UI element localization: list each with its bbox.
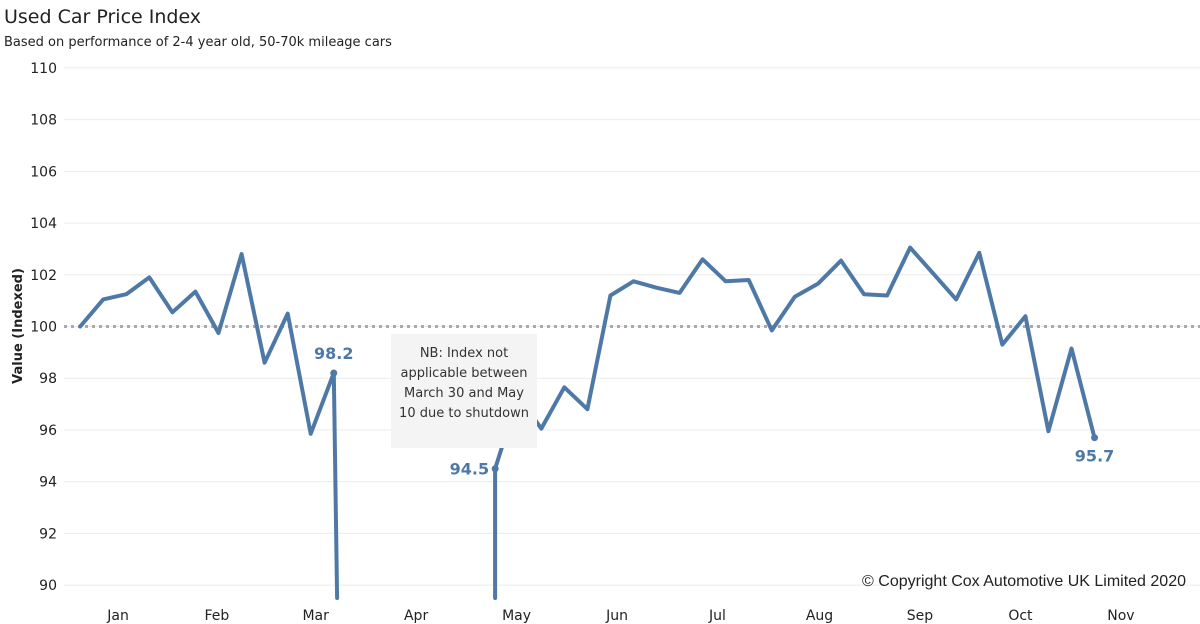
y-axis-ticks: 90 92 94 96 98 100 102 104 106 108 110 <box>30 61 57 594</box>
y-tick-label: 100 <box>30 320 57 336</box>
data-label: 95.7 <box>1075 447 1114 466</box>
y-tick-label: 110 <box>30 61 57 77</box>
x-tick-label: Nov <box>1107 608 1134 624</box>
x-tick-label: Jun <box>605 608 628 624</box>
y-tick-label: 92 <box>39 526 57 542</box>
chart-title: Used Car Price Index <box>4 6 202 28</box>
data-label: 98.2 <box>314 344 353 363</box>
chart-subtitle: Based on performance of 2-4 year old, 50… <box>4 35 392 50</box>
y-tick-label: 104 <box>30 216 57 232</box>
y-axis-label: Value (Indexed) <box>11 268 26 384</box>
x-tick-label: Mar <box>302 608 329 624</box>
series-line <box>78 252 340 600</box>
x-tick-label: Oct <box>1008 608 1033 624</box>
x-tick-label: Aug <box>806 608 833 624</box>
x-tick-label: Jul <box>708 608 726 624</box>
y-tick-label: 90 <box>39 578 57 594</box>
x-tick-label: Apr <box>404 608 428 624</box>
x-tick-label: Feb <box>204 608 229 624</box>
series-line <box>493 245 1097 600</box>
series-points <box>330 369 1099 473</box>
y-tick-label: 96 <box>39 423 57 439</box>
y-tick-label: 102 <box>30 268 57 284</box>
y-tick-label: 108 <box>30 113 57 129</box>
data-labels: 98.2 94.5 95.7 <box>314 344 1114 479</box>
x-axis-ticks: Jan Feb Mar Apr May Jun Jul Aug Sep Oct Nov <box>106 608 1134 624</box>
x-tick-label: May <box>502 608 531 624</box>
data-label: 94.5 <box>450 460 489 479</box>
shutdown-annotation: NB: Index not applicable between March 3… <box>391 334 537 448</box>
y-tick-label: 98 <box>39 371 57 387</box>
data-point <box>1091 434 1099 442</box>
x-tick-label: Jan <box>106 608 129 624</box>
data-point <box>330 369 338 377</box>
y-tick-label: 94 <box>39 475 57 491</box>
series-lines <box>78 245 1097 600</box>
copyright-notice: © Copyright Cox Automotive UK Limited 20… <box>862 573 1186 590</box>
data-point <box>491 465 499 473</box>
y-tick-label: 106 <box>30 164 57 180</box>
x-tick-label: Sep <box>907 608 934 624</box>
